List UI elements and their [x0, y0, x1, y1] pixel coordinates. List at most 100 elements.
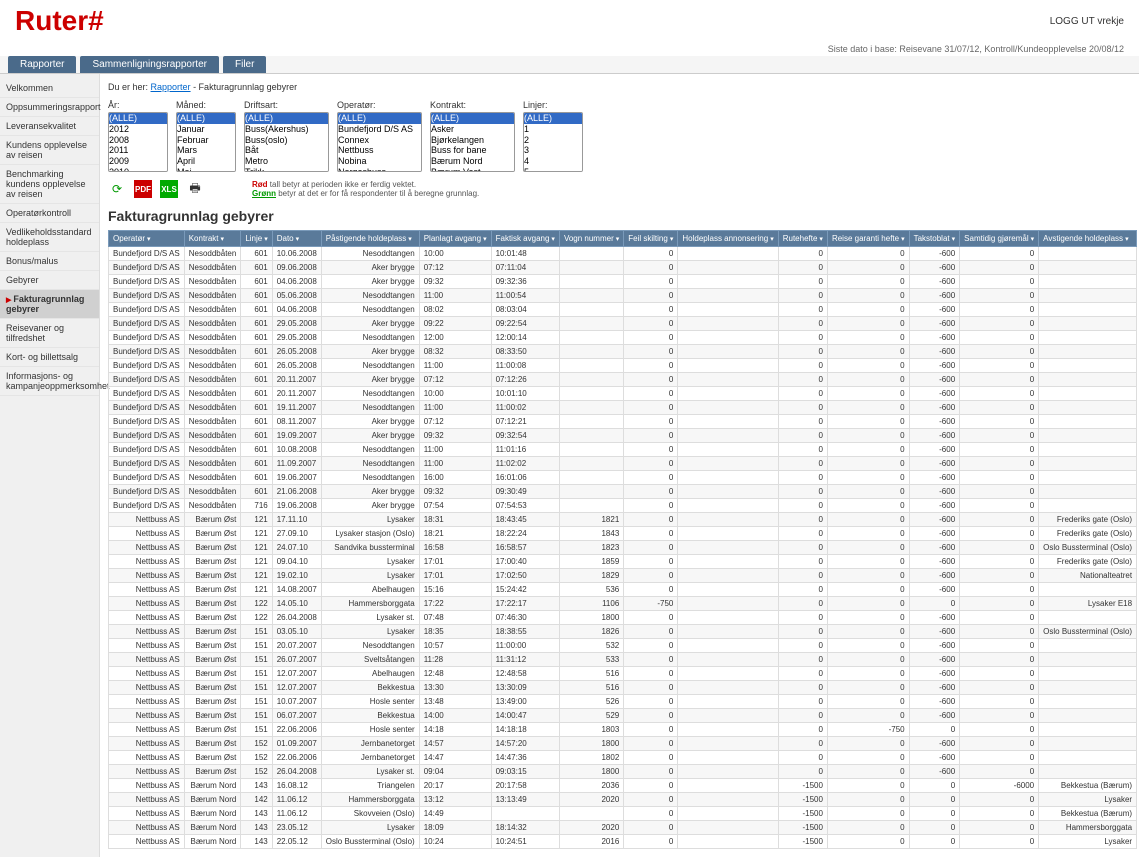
- table-row: Nettbuss ASBærum Øst15126.07.2007Sveltså…: [109, 653, 1137, 667]
- column-header[interactable]: Faktisk avgang▾: [491, 231, 559, 247]
- column-header[interactable]: Reise garanti hefte▾: [827, 231, 909, 247]
- table-row: Nettbuss ASBærum Øst15120.07.2007Nesoddt…: [109, 639, 1137, 653]
- table-row: Bundefjord D/S ASNesoddbåten60129.05.200…: [109, 331, 1137, 345]
- note-text: Rød tall betyr at perioden ikke er ferdi…: [252, 180, 479, 198]
- column-header[interactable]: Avstigende holdeplass▾: [1039, 231, 1137, 247]
- table-row: Nettbuss ASBærum Nord14211.06.12Hammersb…: [109, 793, 1137, 807]
- table-row: Nettbuss ASBærum Nord14316.08.12Triangel…: [109, 779, 1137, 793]
- table-row: Nettbuss ASBærum Øst15106.07.2007Bekkest…: [109, 709, 1137, 723]
- table-row: Nettbuss ASBærum Nord14322.05.12Oslo Bus…: [109, 835, 1137, 849]
- table-row: Bundefjord D/S ASNesoddbåten60105.06.200…: [109, 289, 1137, 303]
- table-row: Bundefjord D/S ASNesoddbåten60119.11.200…: [109, 401, 1137, 415]
- sidebar-item-1[interactable]: Oppsummeringsrapport: [0, 98, 99, 117]
- logout-link[interactable]: LOGG UT vrekje: [1050, 16, 1124, 27]
- table-row: Nettbuss ASBærum Øst12214.05.10Hammersbo…: [109, 597, 1137, 611]
- table-row: Bundefjord D/S ASNesoddbåten60104.06.200…: [109, 275, 1137, 289]
- filter-select-ar[interactable]: (ALLE)20122008201120092010: [108, 112, 168, 172]
- table-row: Nettbuss ASBærum Øst12117.11.10Lysaker18…: [109, 513, 1137, 527]
- sidebar-item-7[interactable]: Bonus/malus: [0, 252, 99, 271]
- filter-select-driftsart[interactable]: (ALLE)Buss(Akershus)Buss(oslo)BåtMetroTr…: [244, 112, 329, 172]
- filter-select-kontrakt[interactable]: (ALLE)AskerBjørkelangenBuss for baneBæru…: [430, 112, 515, 172]
- filter-select-operator[interactable]: (ALLE)Bundefjord D/S ASConnexNettbussNob…: [337, 112, 422, 172]
- logo: Ruter#: [15, 5, 104, 37]
- filter-label-operator: Operatør:: [337, 100, 422, 110]
- table-row: Nettbuss ASBærum Øst15112.07.2007Abelhau…: [109, 667, 1137, 681]
- table-row: Bundefjord D/S ASNesoddbåten60121.06.200…: [109, 485, 1137, 499]
- table-row: Nettbuss ASBærum Øst15103.05.10Lysaker18…: [109, 625, 1137, 639]
- filter-select-linjer[interactable]: (ALLE)12345: [523, 112, 583, 172]
- print-icon[interactable]: 🖶: [186, 180, 204, 198]
- table-row: Bundefjord D/S ASNesoddbåten60104.06.200…: [109, 303, 1137, 317]
- table-row: Nettbuss ASBærum Øst15112.07.2007Bekkest…: [109, 681, 1137, 695]
- table-row: Nettbuss ASBærum Øst12124.07.10Sandvika …: [109, 541, 1137, 555]
- tab-rapporter[interactable]: Rapporter: [8, 56, 76, 73]
- filter-label-kontrakt: Kontrakt:: [430, 100, 515, 110]
- filter-label-ar: År:: [108, 100, 168, 110]
- sidebar-item-10[interactable]: Reisevaner og tilfredshet: [0, 319, 99, 348]
- sidebar-item-9[interactable]: Fakturagrunnlag gebyrer: [0, 290, 99, 319]
- table-row: Nettbuss ASBærum Øst12114.08.2007Abelhau…: [109, 583, 1137, 597]
- table-row: Bundefjord D/S ASNesoddbåten60120.11.200…: [109, 387, 1137, 401]
- column-header[interactable]: Feil skilting▾: [624, 231, 678, 247]
- table-row: Bundefjord D/S ASNesoddbåten60129.05.200…: [109, 317, 1137, 331]
- sidebar-item-3[interactable]: Kundens opplevelse av reisen: [0, 136, 99, 165]
- sidebar-item-4[interactable]: Benchmarking kundens opplevelse av reise…: [0, 165, 99, 204]
- refresh-icon[interactable]: ⟳: [108, 180, 126, 198]
- column-header[interactable]: Rutehefte▾: [778, 231, 827, 247]
- data-table: Operatør▾Kontrakt▾Linje▾Dato▾Påstigende …: [108, 230, 1137, 849]
- info-bar: Siste dato i base: Reisevane 31/07/12, K…: [0, 42, 1139, 56]
- table-row: Bundefjord D/S ASNesoddbåten60108.11.200…: [109, 415, 1137, 429]
- table-row: Nettbuss ASBærum Øst12226.04.2008Lysaker…: [109, 611, 1137, 625]
- table-row: Bundefjord D/S ASNesoddbåten60126.05.200…: [109, 345, 1137, 359]
- filter-label-linjer: Linjer:: [523, 100, 583, 110]
- column-header[interactable]: Planlagt avgang▾: [419, 231, 491, 247]
- sidebar-item-8[interactable]: Gebyrer: [0, 271, 99, 290]
- table-row: Bundefjord D/S ASNesoddbåten60110.08.200…: [109, 443, 1137, 457]
- table-row: Bundefjord D/S ASNesoddbåten60120.11.200…: [109, 373, 1137, 387]
- column-header[interactable]: Linje▾: [241, 231, 272, 247]
- sidebar-item-12[interactable]: Informasjons- og kampanjeoppmerksomhet: [0, 367, 99, 396]
- tab-sammenligningsrapporter[interactable]: Sammenligningsrapporter: [80, 56, 219, 73]
- column-header[interactable]: Samtidig gjøremål▾: [960, 231, 1039, 247]
- sidebar-item-6[interactable]: Vedlikeholdsstandard holdeplass: [0, 223, 99, 252]
- breadcrumb: Du er her: Rapporter - Fakturagrunnlag g…: [108, 82, 1131, 92]
- table-row: Nettbuss ASBærum Øst12119.02.10Lysaker17…: [109, 569, 1137, 583]
- sidebar: VelkommenOppsummeringsrapportLeveransekv…: [0, 74, 100, 857]
- column-header[interactable]: Kontrakt▾: [184, 231, 241, 247]
- table-row: Nettbuss ASBærum Øst15122.06.2006Hosle s…: [109, 723, 1137, 737]
- table-row: Nettbuss ASBærum Øst12109.04.10Lysaker17…: [109, 555, 1137, 569]
- table-row: Bundefjord D/S ASNesoddbåten60110.06.200…: [109, 247, 1137, 261]
- tab-bar: RapporterSammenligningsrapporterFiler: [0, 56, 1139, 74]
- filter-panel: År: (ALLE)20122008201120092010 Måned: (ALLE…: [108, 100, 1131, 172]
- export-pdf-icon[interactable]: PDF: [134, 180, 152, 198]
- column-header[interactable]: Holdeplass annonsering▾: [678, 231, 778, 247]
- table-row: Nettbuss ASBærum Øst12127.09.10Lysaker s…: [109, 527, 1137, 541]
- tab-filer[interactable]: Filer: [223, 56, 266, 73]
- filter-select-maned[interactable]: (ALLE)JanuarFebruarMarsAprilMai: [176, 112, 236, 172]
- table-row: Nettbuss ASBærum Øst15201.09.2007Jernban…: [109, 737, 1137, 751]
- table-row: Bundefjord D/S ASNesoddbåten60126.05.200…: [109, 359, 1137, 373]
- sidebar-item-11[interactable]: Kort- og billettsalg: [0, 348, 99, 367]
- column-header[interactable]: Vogn nummer▾: [559, 231, 623, 247]
- column-header[interactable]: Takstoblat▾: [909, 231, 960, 247]
- table-row: Nettbuss ASBærum Øst15222.06.2006Jernban…: [109, 751, 1137, 765]
- table-row: Nettbuss ASBærum Øst15110.07.2007Hosle s…: [109, 695, 1137, 709]
- column-header[interactable]: Påstigende holdeplass▾: [321, 231, 419, 247]
- sidebar-item-2[interactable]: Leveransekvalitet: [0, 117, 99, 136]
- section-title: Fakturagrunnlag gebyrer: [108, 208, 1131, 224]
- column-header[interactable]: Dato▾: [272, 231, 321, 247]
- table-row: Nettbuss ASBærum Nord14311.06.12Skovveie…: [109, 807, 1137, 821]
- export-excel-icon[interactable]: XLS: [160, 180, 178, 198]
- breadcrumb-link[interactable]: Rapporter: [151, 82, 191, 92]
- filter-label-driftsart: Driftsart:: [244, 100, 329, 110]
- column-header[interactable]: Operatør▾: [109, 231, 185, 247]
- sidebar-item-0[interactable]: Velkommen: [0, 79, 99, 98]
- sidebar-item-5[interactable]: Operatørkontroll: [0, 204, 99, 223]
- table-row: Bundefjord D/S ASNesoddbåten60119.06.200…: [109, 471, 1137, 485]
- table-row: Bundefjord D/S ASNesoddbåten60109.06.200…: [109, 261, 1137, 275]
- table-row: Bundefjord D/S ASNesoddbåten60111.09.200…: [109, 457, 1137, 471]
- toolbar: ⟳ PDF XLS 🖶 Rød tall betyr at perioden i…: [108, 180, 1131, 198]
- table-row: Nettbuss ASBærum Øst15226.04.2008Lysaker…: [109, 765, 1137, 779]
- table-row: Bundefjord D/S ASNesoddbåten60119.09.200…: [109, 429, 1137, 443]
- filter-label-maned: Måned:: [176, 100, 236, 110]
